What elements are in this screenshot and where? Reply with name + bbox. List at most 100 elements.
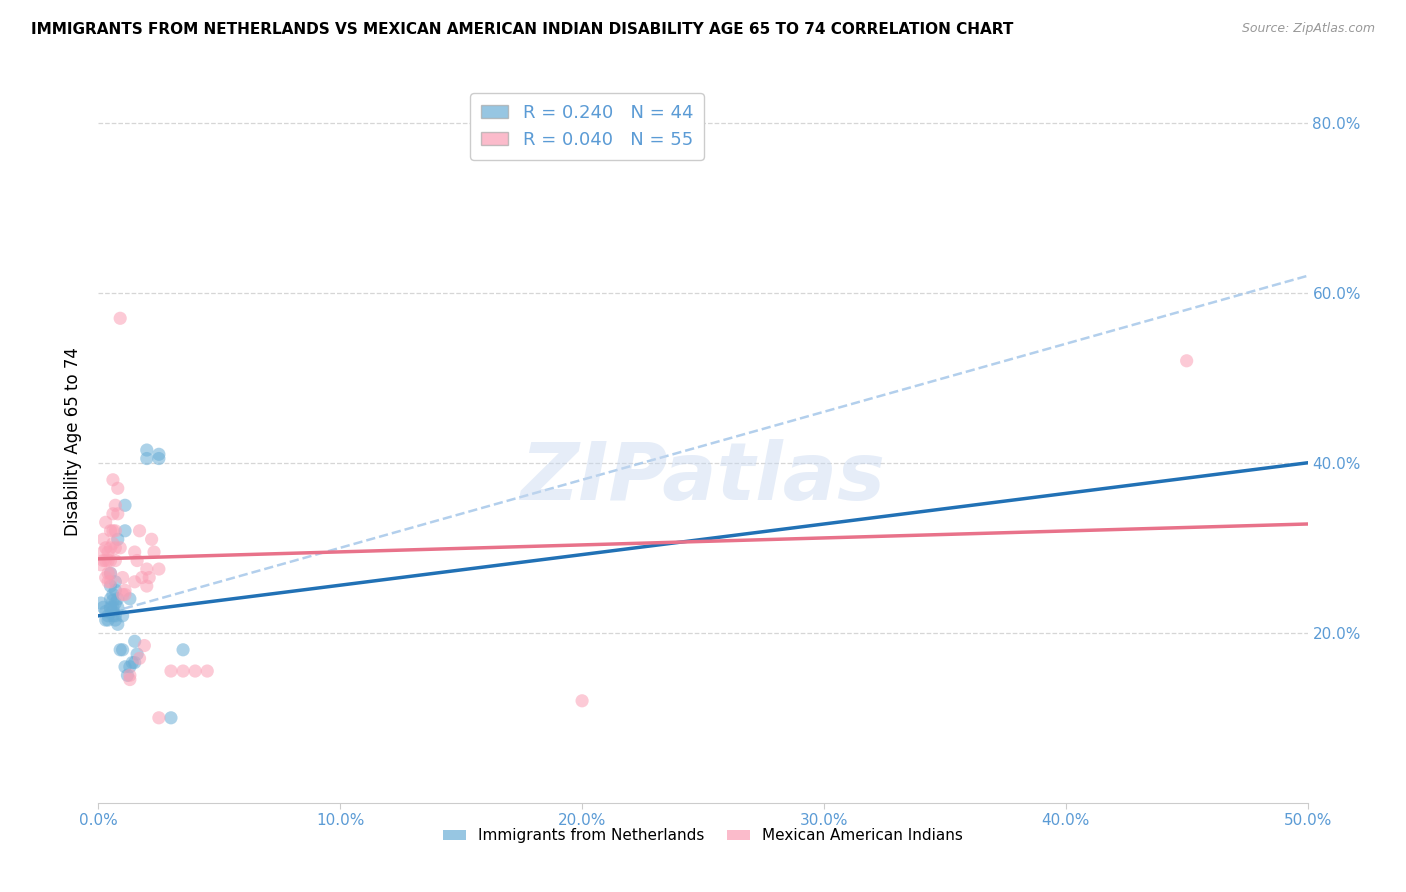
Point [138, 570, 160, 584]
Point [141, 533, 163, 547]
Point [104, 596, 127, 610]
Point [101, 588, 124, 602]
Point [160, 711, 183, 725]
Point [114, 660, 136, 674]
Point [104, 608, 127, 623]
Point [104, 574, 127, 589]
Point [101, 605, 124, 619]
Point [117, 668, 139, 682]
Point [148, 711, 170, 725]
Point [104, 541, 127, 555]
Point [111, 588, 134, 602]
Point [100, 541, 122, 555]
Point [111, 570, 134, 584]
Point [148, 451, 170, 466]
Point [135, 562, 157, 576]
Point [124, 574, 146, 589]
Text: ZIPatlas: ZIPatlas [520, 439, 886, 516]
Point [135, 579, 157, 593]
Point [100, 600, 122, 615]
Point [101, 473, 124, 487]
Point [94, 605, 117, 619]
Point [94, 613, 117, 627]
Point [195, 664, 218, 678]
Point [111, 642, 134, 657]
Point [184, 664, 207, 678]
Point [160, 664, 183, 678]
Point [97, 574, 120, 589]
Point [107, 600, 129, 615]
Point [114, 524, 136, 538]
Point [108, 541, 131, 555]
Point [107, 617, 129, 632]
Point [118, 668, 141, 682]
Point [90, 596, 112, 610]
Text: IMMIGRANTS FROM NETHERLANDS VS MEXICAN AMERICAN INDIAN DISABILITY AGE 65 TO 74 C: IMMIGRANTS FROM NETHERLANDS VS MEXICAN A… [31, 22, 1014, 37]
Point [97, 566, 120, 581]
Point [134, 639, 156, 653]
Point [100, 574, 122, 589]
Point [101, 536, 124, 550]
Point [118, 591, 141, 606]
Point [91, 533, 114, 547]
Point [128, 651, 150, 665]
Point [97, 613, 120, 627]
Point [97, 545, 120, 559]
Point [104, 613, 127, 627]
Point [571, 694, 593, 708]
Point [107, 591, 129, 606]
Point [91, 553, 114, 567]
Point [148, 562, 170, 576]
Point [104, 524, 127, 538]
Point [118, 673, 141, 687]
Point [111, 608, 134, 623]
Point [107, 533, 129, 547]
Point [94, 516, 117, 530]
Point [114, 588, 136, 602]
Point [172, 664, 194, 678]
Point [97, 608, 120, 623]
Point [118, 660, 141, 674]
Point [100, 591, 122, 606]
Point [104, 498, 127, 512]
Point [107, 507, 129, 521]
Point [101, 507, 124, 521]
Point [104, 553, 127, 567]
Point [91, 545, 114, 559]
Point [101, 593, 124, 607]
Point [90, 558, 112, 572]
Text: Source: ZipAtlas.com: Source: ZipAtlas.com [1241, 22, 1375, 36]
Point [128, 524, 150, 538]
Point [100, 553, 122, 567]
Point [94, 541, 117, 555]
Point [114, 498, 136, 512]
Point [135, 451, 157, 466]
Point [100, 524, 122, 538]
Point [97, 553, 120, 567]
Point [91, 600, 114, 615]
Point [1175, 353, 1198, 368]
Point [124, 634, 146, 648]
Point [94, 570, 117, 584]
Point [124, 656, 146, 670]
Point [172, 642, 194, 657]
Point [100, 566, 122, 581]
Point [101, 608, 124, 623]
Point [107, 481, 129, 495]
Point [135, 443, 157, 458]
Point [94, 553, 117, 567]
Point [108, 311, 131, 326]
Point [114, 583, 136, 598]
Legend: Immigrants from Netherlands, Mexican American Indians: Immigrants from Netherlands, Mexican Ame… [437, 822, 969, 849]
Point [127, 553, 149, 567]
Point [104, 583, 127, 598]
Point [143, 545, 166, 559]
Point [100, 566, 122, 581]
Point [101, 600, 124, 615]
Point [100, 579, 122, 593]
Point [127, 647, 149, 661]
Point [124, 545, 146, 559]
Y-axis label: Disability Age 65 to 74: Disability Age 65 to 74 [65, 347, 83, 536]
Point [148, 447, 170, 461]
Point [131, 570, 153, 584]
